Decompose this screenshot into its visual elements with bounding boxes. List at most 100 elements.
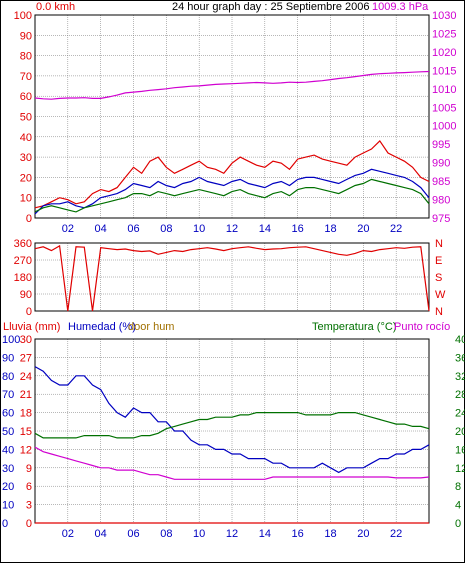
panel3-hum-tick: 9	[26, 463, 32, 475]
panel2-direction-label: E	[435, 255, 442, 267]
panel3-x-tick: 02	[62, 528, 74, 540]
panel1-y-tick: 90	[20, 30, 32, 42]
panel2-y-tick: 360	[14, 238, 32, 250]
panel1-x-tick: 14	[259, 223, 271, 235]
panel1-x-tick: 12	[226, 223, 238, 235]
panel1-x-tick: 16	[292, 223, 304, 235]
panel1-y-tick: 10	[20, 193, 32, 205]
panel3-x-tick: 18	[324, 528, 336, 540]
panel2-direction-label: S	[435, 272, 442, 284]
panel1-y2-tick: 985	[432, 176, 450, 188]
label-punto-rocio: Punto rocío	[394, 321, 450, 333]
wind-direction-line	[34, 244, 430, 312]
panel3-hum-tick: 27	[20, 352, 32, 364]
panel1-x-tick: 06	[127, 223, 139, 235]
panel3-hum-tick: 15	[20, 426, 32, 438]
panel3-temp-tick: 0	[455, 518, 461, 530]
panel2-y-tick: 0	[26, 306, 32, 318]
panel3-hum-tick: 21	[20, 389, 32, 401]
panel3-x-tick: 16	[292, 528, 304, 540]
panel2-direction-label: N	[435, 306, 443, 318]
chart-title: 24 hour graph day : 25 Septiembre 2006	[172, 1, 370, 13]
panel1-y2-tick: 980	[432, 195, 450, 207]
panel1-y-tick: 80	[20, 51, 32, 63]
label-door-hum: door hum	[128, 321, 174, 333]
panel3-temp-tick: 40	[455, 334, 465, 346]
panel1-x-tick: 10	[193, 223, 205, 235]
panel3-hum-tick: 3	[26, 500, 32, 512]
panel3-x-tick: 14	[259, 528, 271, 540]
panel2-y-tick: 90	[20, 289, 32, 301]
wind-speed-readout: 0.0 kmh	[36, 1, 75, 13]
panel3-rain-tick: 10	[2, 500, 14, 512]
panel1-y-tick: 100	[14, 10, 32, 22]
panel1-x-tick: 02	[62, 223, 74, 235]
panel1-plot-border	[34, 14, 430, 219]
panel1-y2-tick: 975	[432, 213, 450, 225]
panel3-temp-tick: 24	[455, 408, 465, 420]
label-humedad: Humedad (%)	[68, 321, 136, 333]
panel3-temp-tick: 28	[455, 389, 465, 401]
panel3-punto-rocío-line	[34, 446, 430, 480]
label-temperatura: Temperatura (°C)	[312, 321, 396, 333]
panel1-y-tick: 50	[20, 112, 32, 124]
panel3-x-tick: 04	[95, 528, 107, 540]
panel3-rain-tick: 30	[2, 463, 14, 475]
panel3-rain-tick: 60	[2, 408, 14, 420]
panel3-x-tick: 20	[357, 528, 369, 540]
panel3-temperatura-line	[34, 412, 430, 439]
panel2-plot-border	[34, 242, 430, 312]
panel2-y-tick: 270	[14, 255, 32, 267]
panel1-red-line	[34, 139, 430, 209]
panel3-temp-tick: 8	[455, 481, 461, 493]
panel1-y-tick: 40	[20, 132, 32, 144]
panel1-y2-tick: 1000	[432, 121, 456, 133]
panel1-x-tick: 04	[95, 223, 107, 235]
panel1-blue-line	[34, 168, 430, 215]
label-lluvia: Lluvia (mm)	[3, 321, 60, 333]
panel3-rain-tick: 70	[2, 389, 14, 401]
panel3-humedad-line	[34, 366, 430, 474]
panel3-hum-tick: 18	[20, 408, 32, 420]
panel3-rain-tick: 20	[2, 481, 14, 493]
panel1-x-tick: 18	[324, 223, 336, 235]
panel3-temp-tick: 16	[455, 444, 465, 456]
panel3-x-tick: 10	[193, 528, 205, 540]
panel3-x-tick: 12	[226, 528, 238, 540]
panel1-y-tick: 20	[20, 172, 32, 184]
panel1-x-tick: 20	[357, 223, 369, 235]
pressure-readout: 1009.3 hPa	[372, 1, 429, 13]
panel1-y2-tick: 1030	[432, 10, 456, 22]
panel1-y-tick: 70	[20, 71, 32, 83]
panel3-temp-tick: 12	[455, 463, 465, 475]
panel1-x-tick: 08	[160, 223, 172, 235]
panel1-y2-tick: 1020	[432, 47, 456, 59]
panel1-y2-tick: 1010	[432, 84, 456, 96]
panel3-x-tick: 22	[390, 528, 402, 540]
panel3-rain-tick: 80	[2, 371, 14, 383]
panel3-temp-tick: 4	[455, 500, 461, 512]
panel1-y2-tick: 1015	[432, 65, 456, 77]
panel3-hum-tick: 30	[20, 334, 32, 346]
panel3-rain-tick: 0	[2, 518, 8, 530]
panel2-y-tick: 180	[14, 272, 32, 284]
panel1-y-tick: 0	[26, 213, 32, 225]
panel3-x-tick: 06	[127, 528, 139, 540]
panel1-green-line	[34, 178, 430, 213]
panel3-hum-tick: 24	[20, 371, 32, 383]
panel3-rain-tick: 40	[2, 444, 14, 456]
panel1-y2-tick: 990	[432, 158, 450, 170]
panel1-y2-tick: 1005	[432, 102, 456, 114]
panel1-y2-tick: 995	[432, 139, 450, 151]
panel2-direction-label: N	[435, 238, 443, 250]
panel3-temp-tick: 36	[455, 352, 465, 364]
panel3-rain-tick: 50	[2, 426, 14, 438]
panel3-hum-tick: 12	[20, 444, 32, 456]
panel1-y2-tick: 1025	[432, 28, 456, 40]
panel3-x-tick: 08	[160, 528, 172, 540]
panel1-y-tick: 60	[20, 91, 32, 103]
panel3-temp-tick: 20	[455, 426, 465, 438]
panel3-temp-tick: 32	[455, 371, 465, 383]
